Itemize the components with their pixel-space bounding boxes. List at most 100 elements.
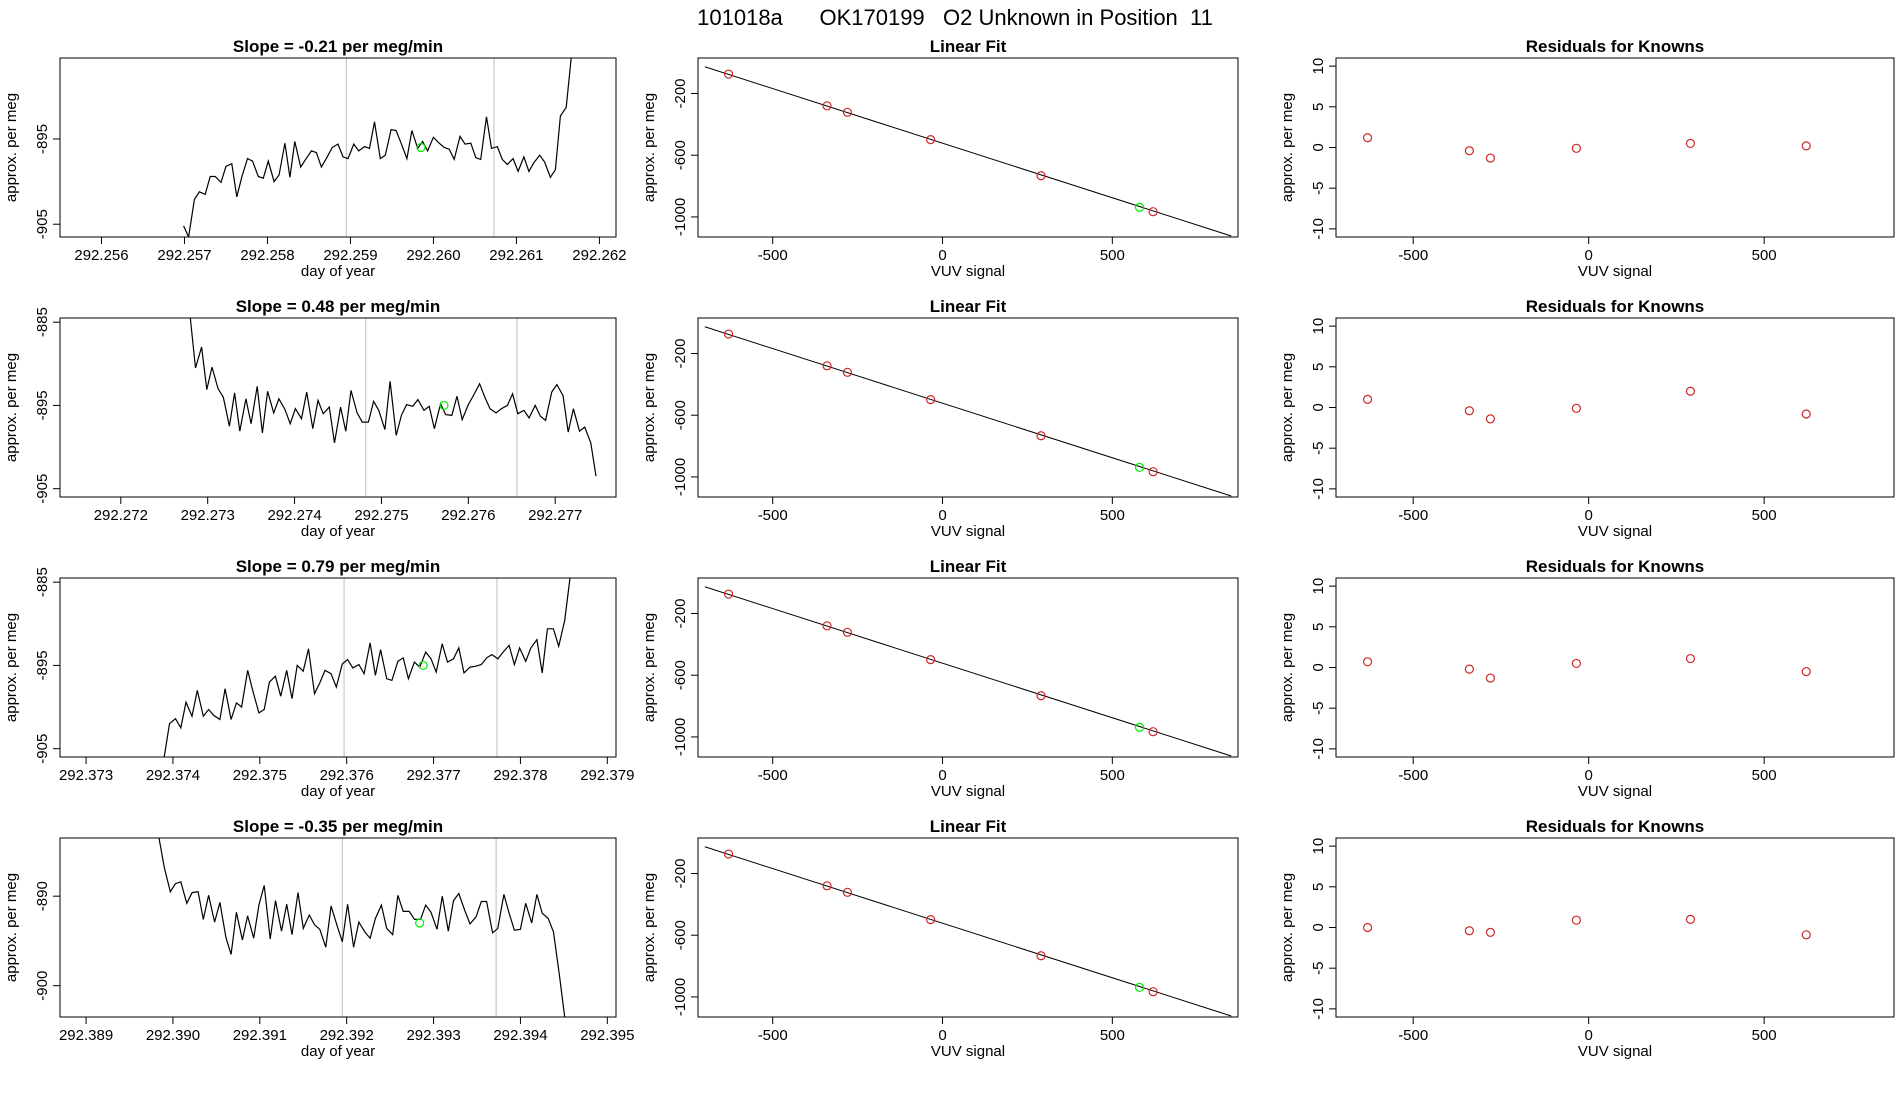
y-tick-label: 0 — [1310, 143, 1327, 151]
x-tick-label: 292.379 — [580, 767, 634, 784]
y-tick-label: 10 — [1310, 58, 1327, 75]
panel-title: Linear Fit — [930, 297, 1007, 316]
known-point — [1036, 431, 1046, 441]
panel-2-3: Residuals for Knowns -500 0 500 VUV signal 10… — [1279, 297, 1895, 540]
residual-point — [1362, 657, 1373, 667]
x-tick-label: 500 — [1752, 1027, 1777, 1044]
unknown-point — [1134, 722, 1145, 732]
y-tick-label: 0 — [1310, 663, 1327, 671]
x-tick-label: 0 — [1585, 767, 1593, 784]
panel-4-3: Residuals for Knowns -500 0 500 VUV signal 10… — [1279, 817, 1895, 1060]
y-tick-label: -200 — [672, 78, 689, 108]
x-tick-label: 292.276 — [441, 507, 495, 524]
y-tick-label: 5 — [1310, 623, 1327, 631]
known-point — [1148, 467, 1158, 477]
y-axis-label: approx. per meg — [641, 353, 658, 462]
y-tick-label: -1000 — [672, 718, 689, 756]
x-tick-label: -500 — [758, 1027, 788, 1044]
panel-title: Slope = 0.48 per meg/min — [236, 297, 441, 316]
residual-point — [1485, 414, 1496, 424]
plot-frame — [1335, 577, 1895, 758]
x-tick-label: 0 — [1585, 507, 1593, 524]
x-tick-label: 292.259 — [323, 247, 377, 264]
panel-title: Slope = 0.79 per meg/min — [236, 557, 441, 576]
y-tick-label: -5 — [1310, 702, 1327, 715]
plot-frame — [1335, 837, 1895, 1018]
plot-area — [158, 838, 566, 1017]
residual-point — [1362, 133, 1373, 143]
panel-3-2: Linear Fit -500 0 500 VUV signal -200 -600 -100… — [641, 557, 1239, 800]
x-tick-label: 0 — [938, 1027, 946, 1044]
x-tick-label: -500 — [758, 507, 788, 524]
y-tick-label: 10 — [1310, 578, 1327, 595]
panel-1-2: Linear Fit -500 0 500 VUV signal -200 -600 -100… — [641, 37, 1239, 280]
y-axis-label: approx. per meg — [641, 93, 658, 202]
unknown-point — [1134, 982, 1145, 992]
panel-title: Linear Fit — [930, 817, 1007, 836]
fit-line — [704, 326, 1232, 497]
x-tick-label: -500 — [1398, 247, 1428, 264]
x-tick-label: 292.389 — [59, 1027, 113, 1044]
plot-area — [704, 586, 1232, 757]
y-tick-label: -200 — [672, 338, 689, 368]
x-axis-label: VUV signal — [931, 783, 1005, 800]
x-tick-label: 500 — [1100, 1027, 1125, 1044]
x-tick-label: 292.378 — [493, 767, 547, 784]
y-axis-label: approx. per meg — [3, 93, 20, 202]
known-point — [926, 135, 936, 145]
trace-line — [163, 578, 571, 757]
known-point — [822, 881, 832, 891]
x-tick-label: 500 — [1752, 247, 1777, 264]
y-tick-label: -10 — [1310, 738, 1327, 760]
x-axis-label: VUV signal — [1578, 263, 1652, 280]
x-tick-label: 500 — [1752, 767, 1777, 784]
x-tick-label: 292.275 — [354, 507, 408, 524]
y-tick-label: -885 — [34, 567, 51, 597]
plot-area — [704, 326, 1232, 497]
known-point — [723, 69, 734, 79]
known-point — [723, 329, 734, 339]
y-tick-label: 0 — [1310, 403, 1327, 411]
panel-4-2: Linear Fit -500 0 500 VUV signal -200 -600 -100… — [641, 817, 1239, 1060]
residual-point — [1685, 386, 1696, 396]
x-tick-label: 500 — [1100, 507, 1125, 524]
y-axis-label: approx. per meg — [3, 353, 20, 462]
residual-point — [1571, 403, 1581, 413]
y-tick-label: -600 — [672, 140, 689, 170]
residual-point — [1685, 653, 1696, 664]
x-axis-label: day of year — [301, 263, 375, 280]
residual-point — [1801, 666, 1811, 677]
known-point — [926, 655, 936, 665]
x-tick-label: -500 — [1398, 507, 1428, 524]
y-tick-label: -5 — [1310, 182, 1327, 195]
x-tick-label: -500 — [1398, 1027, 1428, 1044]
known-point — [842, 367, 853, 377]
known-point — [926, 915, 936, 925]
panel-2-2: Linear Fit -500 0 500 VUV signal -200 -600 -100… — [641, 297, 1239, 540]
y-tick-label: -905 — [34, 474, 51, 504]
plot-area — [183, 58, 572, 237]
y-tick-label: -5 — [1310, 962, 1327, 975]
residual-point — [1685, 914, 1696, 924]
x-tick-label: 292.374 — [146, 767, 200, 784]
x-tick-label: 500 — [1100, 247, 1125, 264]
x-axis-label: day of year — [301, 783, 375, 800]
x-axis-label: day of year — [301, 523, 375, 540]
plot-frame — [697, 57, 1239, 238]
y-tick-label: -905 — [34, 734, 51, 764]
y-axis-label: approx. per meg — [1279, 353, 1296, 462]
known-point — [723, 589, 734, 599]
y-tick-label: -895 — [34, 124, 51, 154]
x-tick-label: 292.376 — [320, 767, 374, 784]
x-tick-label: 500 — [1752, 507, 1777, 524]
x-tick-label: 292.377 — [406, 767, 460, 784]
y-tick-label: -10 — [1310, 998, 1327, 1020]
known-point — [1148, 207, 1158, 217]
y-tick-label: -10 — [1310, 218, 1327, 240]
panel-1-1: Slope = -0.21 per meg/min 292.256 292.257 2… — [3, 37, 627, 280]
residual-point — [1464, 406, 1474, 416]
x-tick-label: 0 — [938, 507, 946, 524]
x-tick-label: 292.373 — [59, 767, 113, 784]
x-tick-label: 292.394 — [493, 1027, 547, 1044]
trace-line — [183, 58, 572, 237]
